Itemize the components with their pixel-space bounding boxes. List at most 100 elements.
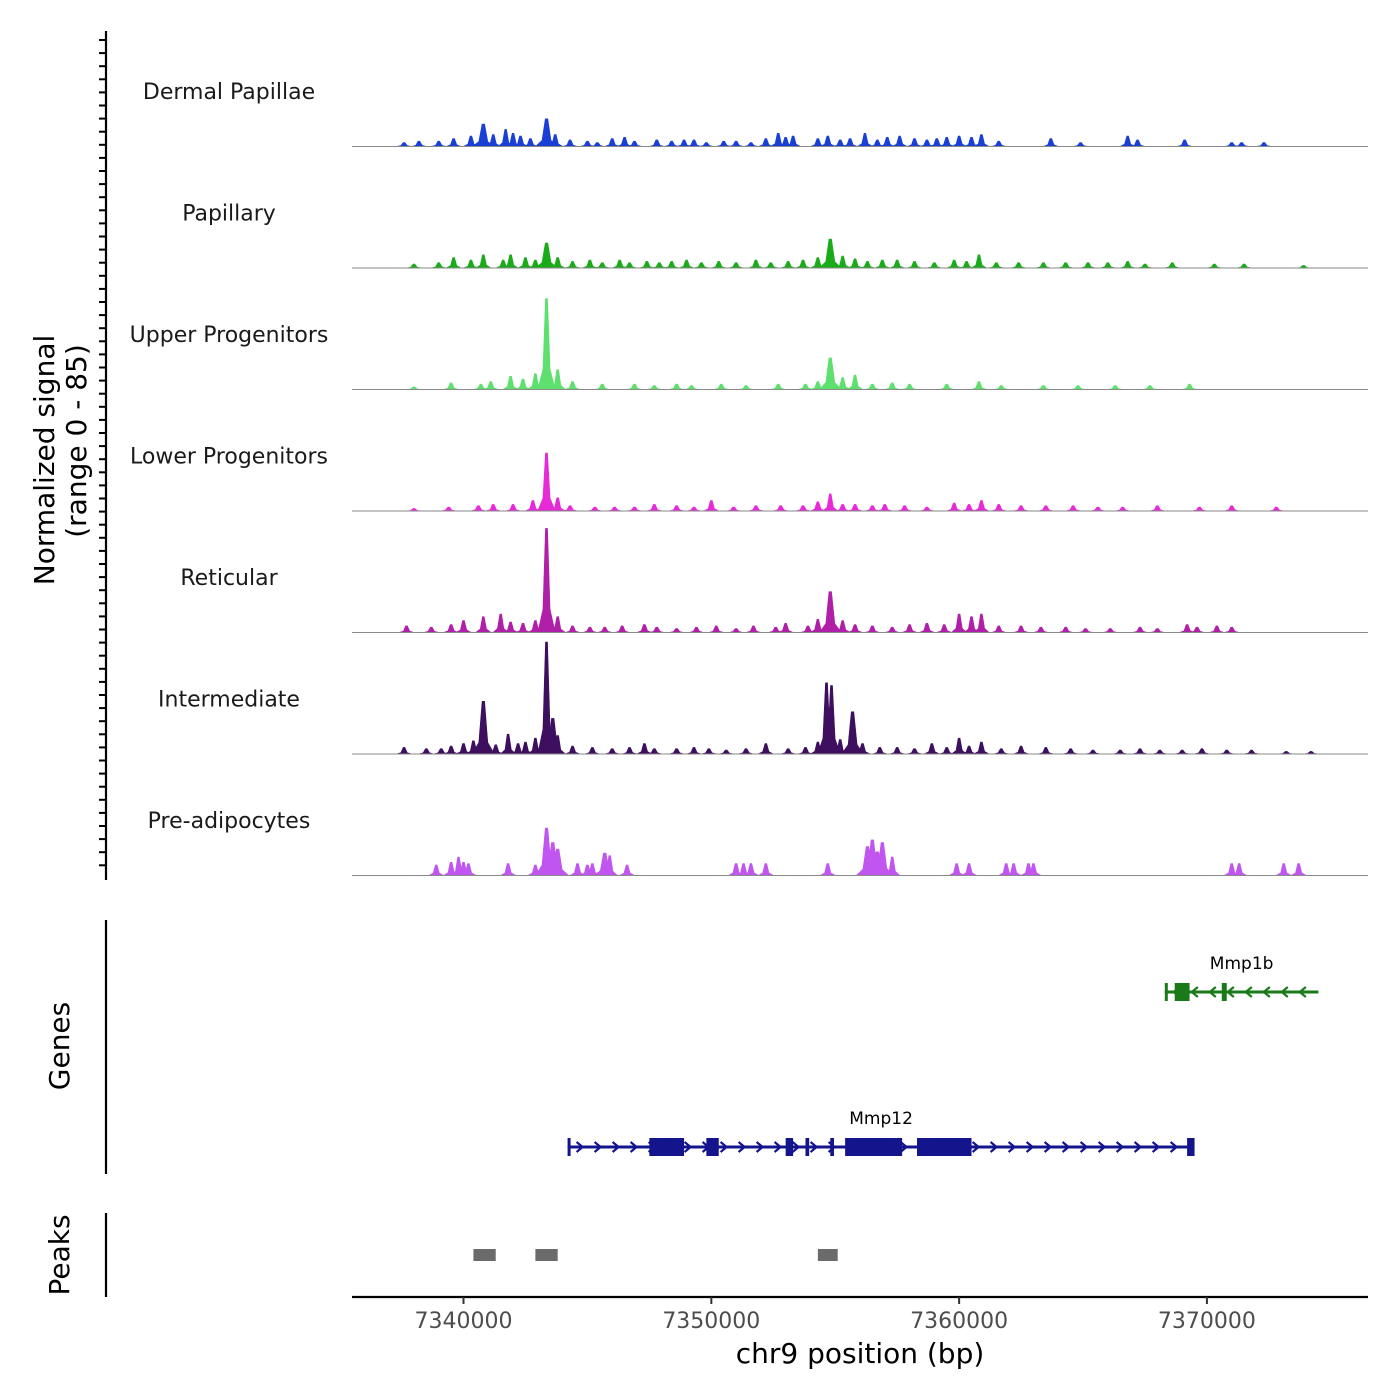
- exon-block: [649, 1138, 685, 1156]
- coverage-peak: [636, 624, 653, 633]
- coverage-peak: [517, 257, 534, 269]
- coverage-peak: [991, 140, 1007, 147]
- coverage-peak: [445, 138, 462, 147]
- strand-arrow: [1151, 1141, 1161, 1153]
- strand-arrow: [1043, 1141, 1053, 1153]
- coverage-peak: [889, 747, 905, 755]
- coverage-peak: [926, 262, 943, 269]
- coverage-peak: [1062, 748, 1079, 755]
- coverage-peak: [1085, 749, 1101, 755]
- coverage-peak: [668, 505, 685, 512]
- coverage-peak: [701, 748, 717, 755]
- coverage-peak: [859, 261, 876, 269]
- coverage-peak: [646, 504, 663, 512]
- coverage-peak: [621, 262, 638, 269]
- coverage-peak: [745, 625, 762, 633]
- coverage-peak: [589, 142, 606, 147]
- coverage-peak: [1132, 626, 1148, 633]
- coverage-peak: [564, 261, 581, 269]
- coverage-peak: [398, 625, 415, 633]
- coverage-peak: [847, 258, 863, 269]
- coverage-peak: [423, 626, 440, 633]
- coverage-peak: [1038, 505, 1054, 512]
- coverage-peak: [1176, 139, 1193, 147]
- coverage-peak: [698, 142, 715, 147]
- coverage-peak: [587, 506, 603, 512]
- track-label: Reticular: [180, 566, 278, 591]
- coverage-peak: [485, 504, 501, 512]
- coverage-peak: [1181, 383, 1198, 390]
- coverage-peak: [1065, 505, 1081, 512]
- coverage-peak: [604, 748, 620, 755]
- coverage-peak: [1191, 506, 1208, 512]
- coverage-peak: [445, 257, 462, 269]
- coverage-peak: [924, 743, 940, 755]
- coverage-peak: [411, 140, 427, 147]
- coverage-peak: [1179, 624, 1195, 633]
- gene-mmp1b[interactable]: Mmp1b: [1164, 954, 1319, 1001]
- coverage-peak: [584, 747, 601, 755]
- exon-block: [1187, 1138, 1195, 1156]
- gene-annotation-track: Mmp1b Mmp12: [567, 954, 1319, 1156]
- coverage-peak: [1107, 385, 1123, 390]
- coverage-peak: [1268, 506, 1285, 512]
- strand-arrow: [1262, 986, 1271, 998]
- strand-arrow: [791, 1141, 801, 1153]
- peak-region[interactable]: [473, 1249, 496, 1261]
- coverage-peak: [663, 261, 680, 269]
- peak-region[interactable]: [535, 1249, 558, 1261]
- strand-arrow: [737, 1141, 747, 1153]
- gene-name-label: Mmp12: [849, 1109, 913, 1129]
- strand-arrow: [1025, 1141, 1035, 1153]
- coverage-peak: [780, 748, 796, 755]
- coverage-peak: [564, 745, 581, 755]
- coverage-peak: [1119, 261, 1136, 269]
- strand-arrow: [593, 1141, 603, 1153]
- coverage-peak: [877, 504, 893, 512]
- coverage-peak: [1112, 749, 1128, 755]
- coverage-peak: [936, 624, 953, 633]
- coverage-peak: [1013, 745, 1029, 755]
- coverage-peak: [626, 383, 643, 390]
- strand-arrow: [1169, 1141, 1179, 1153]
- coverage-peak: [1057, 262, 1074, 269]
- coverage-peak: [621, 747, 638, 755]
- coverage-peak: [396, 142, 412, 147]
- coverage-peak: [562, 505, 578, 512]
- coverage-peak: [440, 506, 457, 512]
- coverage-peak: [738, 385, 754, 390]
- coverage-peak: [971, 381, 987, 390]
- peaks-track: [473, 1249, 838, 1261]
- coverage-peak: [821, 493, 839, 512]
- coverage-peak: [1256, 142, 1272, 147]
- coverage-peak: [1206, 263, 1223, 269]
- strand-arrow: [1115, 1141, 1125, 1153]
- coverage-peak: [728, 628, 744, 633]
- y-axis-title-line2: (range 0 - 85): [60, 344, 93, 538]
- coverage-peak: [818, 863, 837, 876]
- strand-arrow: [1298, 986, 1307, 998]
- coverage-peak: [950, 613, 968, 633]
- peak-region[interactable]: [817, 1249, 838, 1261]
- coverage-peak: [906, 748, 923, 755]
- coverage-peak: [428, 864, 445, 876]
- coverage-peak: [668, 383, 685, 390]
- coverage-peak: [763, 262, 779, 269]
- coverage-peak: [474, 254, 493, 269]
- coverage-peak: [499, 863, 517, 876]
- coverage-peak: [738, 748, 754, 755]
- coverage-peak: [515, 622, 531, 633]
- coverage-peak: [947, 863, 966, 876]
- coverage-peak: [564, 625, 581, 633]
- coverage-peak: [1289, 863, 1308, 876]
- strand-arrow: [1190, 986, 1199, 998]
- coverage-peak: [713, 383, 729, 390]
- coverage-peak: [501, 375, 520, 390]
- coverage-peak: [748, 505, 764, 512]
- gene-mmp12[interactable]: Mmp12: [567, 1109, 1195, 1156]
- coverage-peak: [847, 624, 863, 633]
- coverage-peak: [564, 381, 581, 390]
- coverage-peak: [993, 748, 1009, 755]
- coverage-peak: [919, 506, 935, 512]
- coverage-peak: [430, 262, 447, 269]
